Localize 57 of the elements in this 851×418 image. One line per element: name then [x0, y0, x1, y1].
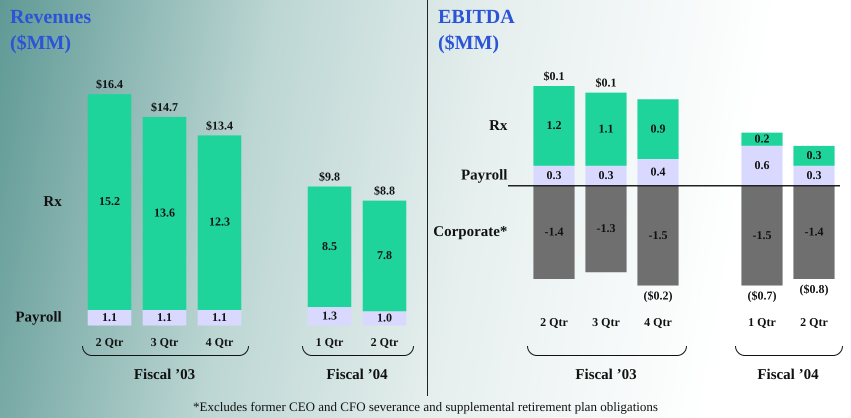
x-tick-label: 4 Qtr — [644, 314, 672, 329]
x-tick-label: 1 Qtr — [748, 314, 776, 329]
data-label: 1.3 — [322, 308, 337, 322]
total-label: $8.8 — [374, 184, 395, 198]
x-tick-label: 2 Qtr — [800, 314, 828, 329]
series-label: Rx — [489, 118, 508, 134]
data-label: 1.1 — [102, 310, 117, 324]
data-label: 1.0 — [377, 310, 392, 325]
series-label: Corporate* — [433, 224, 508, 240]
data-label: -1.3 — [596, 221, 616, 236]
x-tick-label: 4 Qtr — [206, 334, 234, 349]
total-label: ($0.7) — [748, 288, 776, 303]
total-label: ($0.2) — [644, 288, 672, 303]
data-label: 12.3 — [209, 214, 230, 229]
text: Fiscal ’04 — [756, 367, 820, 384]
x-tick-label: 1 Qtr — [316, 334, 344, 349]
x-tick-label: 2 Qtr — [370, 334, 399, 349]
series-label: Rx — [43, 194, 62, 210]
x-tick-label: 3 Qtr — [592, 314, 620, 329]
data-label: 0.9 — [650, 121, 666, 136]
x-tick-label: 2 Qtr — [540, 314, 568, 329]
total-label: ($0.8) — [800, 282, 828, 296]
data-label: 0.6 — [754, 158, 770, 172]
total-label: $0.1 — [544, 69, 564, 84]
data-label: -1.5 — [752, 228, 772, 242]
data-label: 0.2 — [754, 131, 770, 146]
data-label: 1.1 — [598, 121, 614, 136]
total-label: $9.8 — [319, 170, 340, 184]
data-label: 1.1 — [157, 310, 172, 324]
data-label: 1.2 — [546, 118, 562, 132]
text: Fiscal ’03 — [132, 367, 196, 384]
total-label: $0.1 — [596, 76, 616, 90]
data-label: 0.4 — [650, 164, 666, 179]
data-label: 0.3 — [598, 168, 614, 182]
data-label: 1.1 — [212, 310, 227, 324]
series-label: Payroll — [461, 168, 508, 184]
text: Fiscal ’04 — [325, 367, 389, 384]
x-tick-label: 3 Qtr — [150, 334, 179, 349]
chart-title: EBITDA ($MM) — [438, 5, 516, 56]
text: *Excludes former CEO and CFO severance and supplemental retirement plan obligations — [192, 399, 659, 415]
text: Fiscal ’03 — [574, 367, 638, 384]
data-label: -1.5 — [648, 228, 668, 242]
data-label: 7.8 — [377, 248, 392, 262]
data-label: 0.3 — [806, 168, 822, 182]
data-label: 0.3 — [546, 168, 562, 182]
total-label: $14.7 — [151, 100, 178, 114]
data-label: 13.6 — [154, 206, 175, 220]
data-label: -1.4 — [804, 224, 824, 238]
data-label: 8.5 — [322, 238, 337, 253]
total-label: $16.4 — [96, 77, 123, 92]
x-tick-label: 2 Qtr — [96, 334, 124, 349]
data-label: 15.2 — [99, 194, 120, 208]
chart-title: Revenues ($MM) — [10, 5, 92, 56]
series-label: Payroll — [15, 310, 62, 326]
data-label: -1.4 — [544, 224, 564, 238]
data-label: 0.3 — [806, 148, 822, 162]
total-label: $13.4 — [206, 118, 233, 132]
